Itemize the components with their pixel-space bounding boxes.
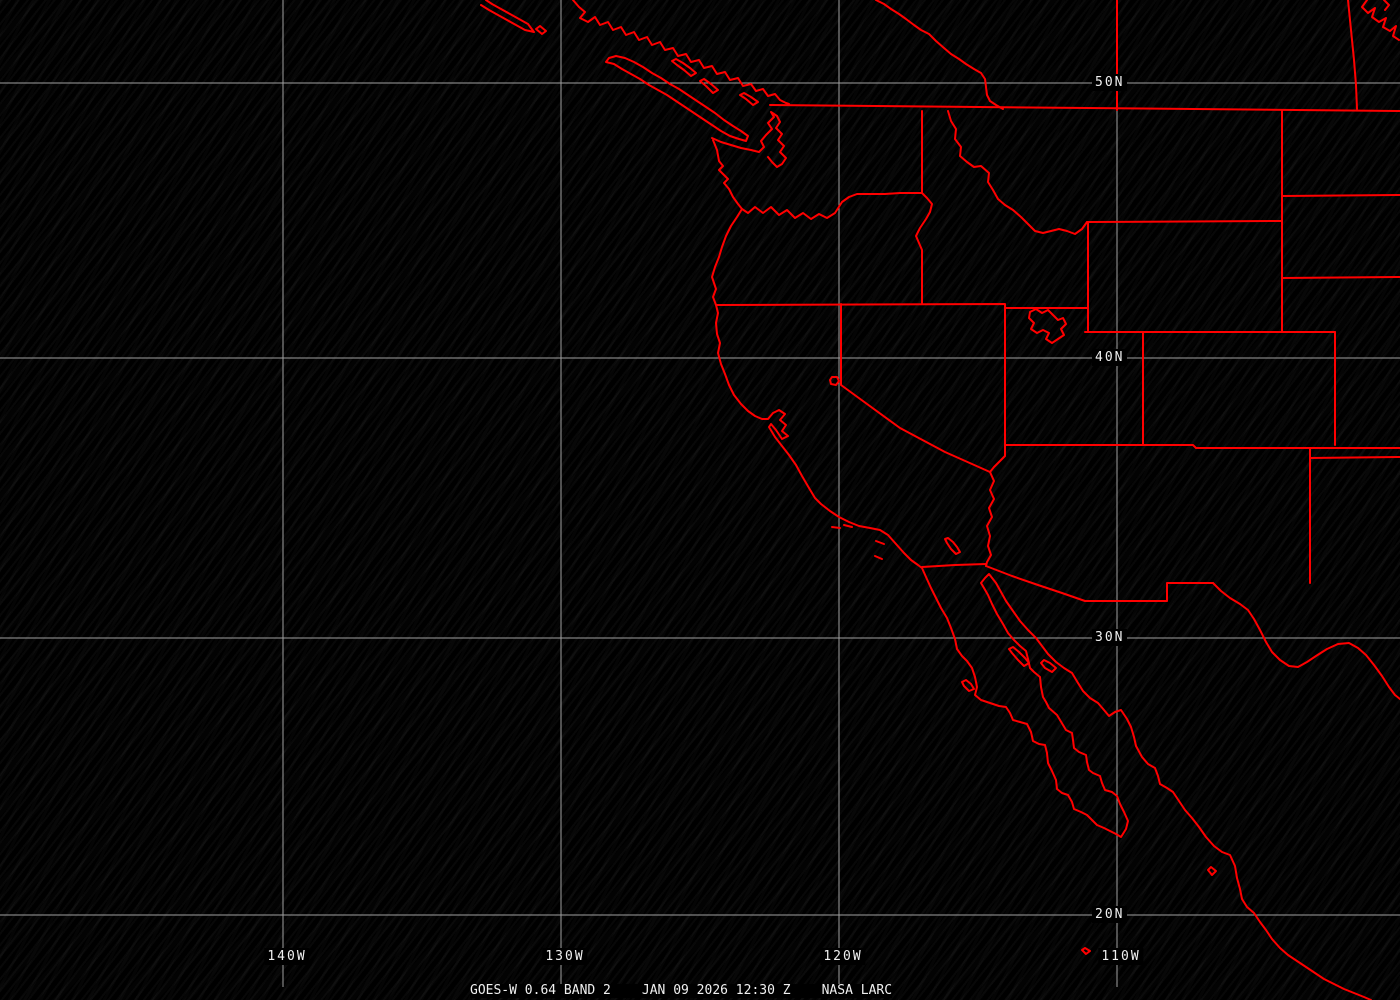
geography-outline-layer xyxy=(480,0,1400,1000)
lat-label-50N: 50N xyxy=(1092,74,1128,91)
map-border-37n xyxy=(1004,444,1400,449)
caption-datetime: JAN 09 2026 12:30 Z xyxy=(641,983,791,998)
map-lake-tahoe xyxy=(829,376,840,386)
map-mt-wy-border-45n xyxy=(1086,220,1283,223)
map-isla-gulf-small xyxy=(1207,866,1217,876)
map-tx-ok-border xyxy=(1309,456,1400,459)
map-gulf-island-c xyxy=(739,92,759,106)
map-san-clemente-island xyxy=(874,555,883,560)
map-santa-catalina-island xyxy=(875,540,885,545)
map-islas-tres-marias xyxy=(1081,947,1091,955)
lat-label-20N: 20N xyxy=(1092,906,1128,923)
map-nd-sd-border xyxy=(1281,194,1400,197)
map-sd-ne-border xyxy=(1281,276,1400,279)
map-vancouver-island xyxy=(605,55,749,142)
map-great-salt-lake xyxy=(1028,308,1067,344)
map-pacific-coast-baja-sonora xyxy=(711,208,1372,1000)
map-rio-grande xyxy=(1212,582,1400,700)
map-wa-coast-columbia-river xyxy=(712,139,923,220)
caption-credit: NASA LARC xyxy=(821,983,893,998)
caption-instrument: GOES-W 0.64 BAND 2 xyxy=(470,983,611,998)
map-or-id-snake-river-border xyxy=(915,192,933,304)
lon-label-140W: 140W xyxy=(264,948,310,965)
lat-label-40N: 40N xyxy=(1092,349,1128,366)
map-juan-de-fuca-puget-sound xyxy=(711,111,787,168)
map-manitoba-lakes xyxy=(1361,0,1400,41)
map-az-nm-mexico-border xyxy=(985,565,1214,602)
map-bc-alberta-border xyxy=(875,0,1004,110)
map-isla-cedros xyxy=(961,679,975,692)
map-ca-nv-border xyxy=(840,303,991,473)
image-caption: GOES-W 0.64 BAND 2 JAN 09 2026 12:30 Z N… xyxy=(470,983,893,998)
map-gulf-island-b xyxy=(699,78,719,94)
map-channel-island-a xyxy=(831,526,841,529)
map-sask-manitoba-border xyxy=(1347,0,1358,110)
map-isla-angel-de-la-guarda xyxy=(1008,646,1030,667)
map-bc-fjord-coast xyxy=(572,0,790,105)
lon-label-110W: 110W xyxy=(1098,948,1144,965)
map-ca-az-colorado-river xyxy=(985,471,995,567)
lat-label-30N: 30N xyxy=(1092,629,1128,646)
map-haida-gwaii xyxy=(480,0,535,33)
map-gulf-island-a xyxy=(671,58,697,77)
map-salton-sea xyxy=(944,537,961,555)
map-manitoba-lakes-2 xyxy=(1383,0,1390,11)
lon-label-120W: 120W xyxy=(820,948,866,965)
map-isla-tiburon xyxy=(1040,659,1057,673)
lon-label-130W: 130W xyxy=(542,948,588,965)
map-border-42n xyxy=(716,303,1089,309)
map-ca-mexico-border xyxy=(921,563,987,568)
map-haida-gwaii-islet xyxy=(535,25,547,35)
map-channel-island-b xyxy=(843,524,853,528)
map-nv-az-border xyxy=(989,444,1006,473)
map-us-canada-border-49n xyxy=(769,104,1400,112)
map-id-mt-border xyxy=(947,110,1088,235)
